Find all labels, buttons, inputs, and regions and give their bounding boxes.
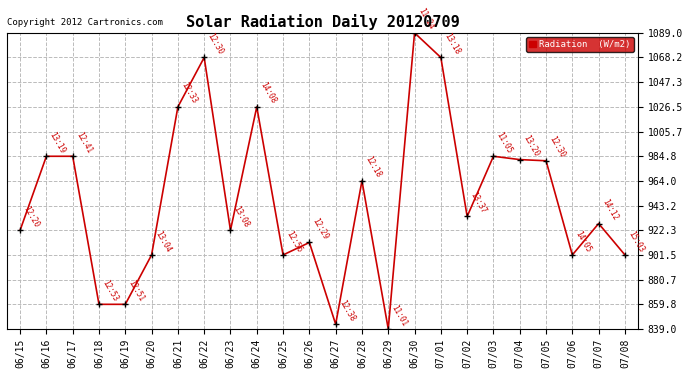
Text: Copyright 2012 Cartronics.com: Copyright 2012 Cartronics.com bbox=[7, 18, 163, 27]
Text: 11:05: 11:05 bbox=[495, 130, 514, 155]
Title: Solar Radiation Daily 20120709: Solar Radiation Daily 20120709 bbox=[186, 14, 460, 30]
Text: 12:56: 12:56 bbox=[284, 229, 304, 254]
Text: 12:20: 12:20 bbox=[21, 204, 41, 229]
Text: 12:51: 12:51 bbox=[127, 278, 146, 303]
Text: 13:37: 13:37 bbox=[469, 190, 488, 215]
Text: 12:33: 12:33 bbox=[179, 81, 199, 105]
Text: 12:30: 12:30 bbox=[206, 32, 225, 56]
Text: 12:38: 12:38 bbox=[337, 298, 357, 323]
Text: 13:19: 13:19 bbox=[48, 130, 67, 155]
Text: 11:01: 11:01 bbox=[390, 303, 409, 328]
Text: 12:29: 12:29 bbox=[310, 217, 330, 241]
Text: 13:20: 13:20 bbox=[521, 134, 540, 158]
Text: 12:18: 12:18 bbox=[364, 155, 383, 180]
Text: 13:18: 13:18 bbox=[442, 32, 462, 56]
Legend: Radiation  (W/m2): Radiation (W/m2) bbox=[526, 38, 633, 52]
Text: 11:24: 11:24 bbox=[416, 7, 435, 32]
Text: 13:08: 13:08 bbox=[232, 204, 251, 229]
Text: 12:41: 12:41 bbox=[74, 130, 93, 155]
Text: 12:30: 12:30 bbox=[547, 135, 566, 159]
Text: 12:53: 12:53 bbox=[100, 278, 120, 303]
Text: 15:03: 15:03 bbox=[627, 229, 646, 254]
Text: 14:08: 14:08 bbox=[258, 81, 277, 105]
Text: 14:12: 14:12 bbox=[600, 198, 620, 222]
Text: 13:04: 13:04 bbox=[153, 229, 172, 254]
Text: 14:05: 14:05 bbox=[573, 229, 593, 254]
